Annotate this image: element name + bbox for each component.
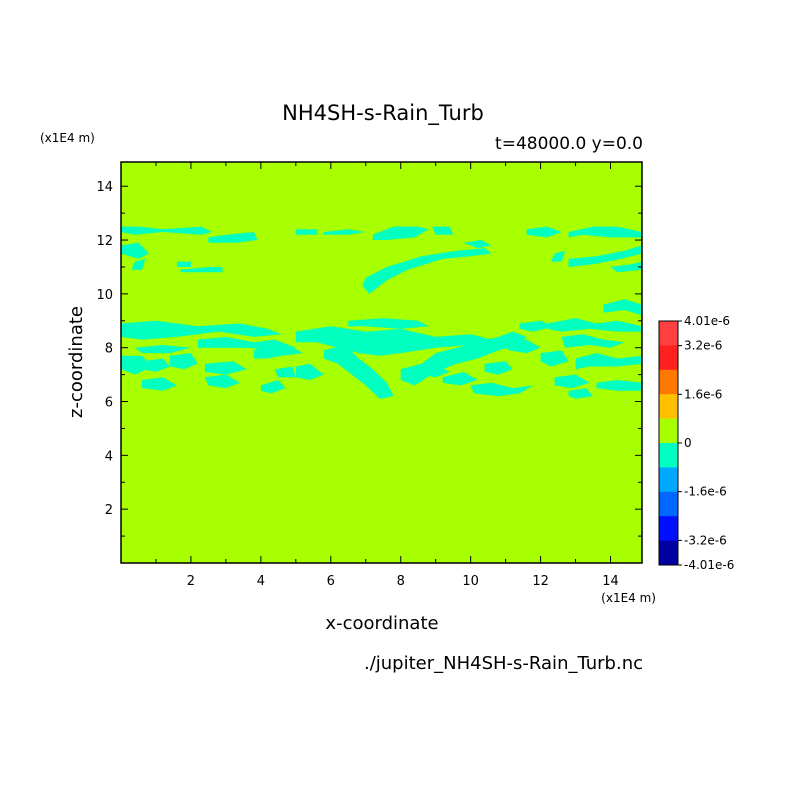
chart-title: NH4SH-s-Rain_Turb (282, 101, 484, 126)
negative-region-14 (551, 250, 566, 262)
axis-ticks: 2 4 6 8 10 12 14 2 4 6 8 10 12 14 (96, 162, 642, 589)
negative-region-43 (540, 350, 569, 367)
colorbar-label-2: 1.6e-6 (684, 387, 722, 401)
x-tick-label-6: 6 (327, 574, 335, 589)
negative-region-22 (142, 377, 177, 391)
negative-region-28 (260, 380, 286, 394)
negative-region-38 (505, 339, 541, 354)
negative-region-11 (463, 240, 492, 249)
y-axis-title: z-coordinate (66, 306, 87, 418)
negative-region-42 (561, 334, 625, 348)
negative-region-30 (323, 345, 394, 399)
y-tick-label-14: 14 (96, 180, 113, 195)
negative-region-19 (121, 355, 153, 375)
negative-region-32 (348, 318, 429, 329)
y-tick-label-8: 8 (105, 342, 113, 357)
colorbar-label-0: 4.01e-6 (684, 314, 730, 328)
x-tick-label-8: 8 (397, 574, 405, 589)
x-axis-title: x-coordinate (325, 613, 438, 634)
negative-region-10 (362, 248, 492, 294)
negative-region-20 (142, 358, 170, 372)
colorbar-label-5: -3.2e-6 (684, 533, 727, 547)
negative-region-47 (568, 388, 593, 399)
negative-region-44 (575, 353, 642, 370)
negative-region-0 (121, 226, 212, 235)
colorbar-label-3: 0 (684, 436, 692, 450)
negative-region-45 (554, 374, 590, 389)
negative-region-37 (470, 382, 534, 397)
negative-region-31 (295, 363, 324, 380)
colorbar-swatch-0 (659, 321, 678, 346)
y-tick-label-12: 12 (96, 234, 113, 249)
x-tick-label-12: 12 (532, 574, 549, 589)
colorbar-swatch-3 (659, 394, 678, 420)
negative-region-8 (372, 226, 429, 240)
negative-region-16 (610, 261, 642, 273)
negative-region-4 (176, 261, 191, 267)
negative-region-12 (526, 226, 562, 238)
y-tick-label-10: 10 (96, 288, 113, 303)
negative-region-13 (568, 226, 642, 238)
negative-region-6 (295, 229, 317, 235)
negative-region-21 (170, 353, 198, 370)
negative-region-34 (421, 363, 450, 378)
negative-region-39 (519, 320, 555, 332)
negative-region-15 (568, 245, 642, 267)
colorbar-swatch-1 (659, 345, 678, 371)
colorbar-swatch-6 (659, 467, 678, 493)
negative-region-26 (197, 336, 296, 351)
colorbar-label-1: 3.2e-6 (684, 339, 722, 353)
negative-region-41 (603, 299, 642, 316)
negative-region-9 (432, 226, 454, 235)
source-file-label: ./jupiter_NH4SH-s-Rain_Turb.nc (364, 653, 643, 674)
colorbar-label-4: -1.6e-6 (684, 485, 727, 499)
negative-region-24 (204, 374, 240, 389)
x-unit-label: (x1E4 m) (601, 591, 656, 605)
colorbar-swatch-8 (659, 516, 678, 542)
colorbar-label-6: -4.01e-6 (684, 558, 734, 572)
negative-region-1 (208, 232, 258, 243)
colorbar-swatch-7 (659, 491, 678, 517)
x-tick-label-4: 4 (257, 574, 265, 589)
plot-area: 2 4 6 8 10 12 14 2 4 6 8 10 12 14 (96, 161, 643, 589)
negative-region-27 (274, 366, 296, 378)
negative-region-7 (323, 229, 366, 235)
negative-region-18 (135, 345, 191, 354)
y-tick-label-4: 4 (105, 449, 113, 464)
negative-region-40 (547, 318, 642, 332)
colorbar-swatch-4 (659, 418, 678, 444)
colorbar-swatch-2 (659, 369, 678, 395)
negative-region-2 (121, 242, 149, 259)
negative-region-46 (596, 380, 642, 391)
negative-regions (121, 226, 642, 399)
x-tick-label-2: 2 (187, 574, 195, 589)
chart-subtitle: t=48000.0 y=0.0 (495, 134, 643, 154)
x-tick-label-10: 10 (462, 574, 479, 589)
negative-region-17 (121, 320, 282, 340)
negative-region-35 (442, 371, 478, 386)
negative-region-23 (204, 361, 247, 375)
colorbar: 4.01e-6 3.2e-6 1.6e-6 0 -1.6e-6 -3.2e-6 -4.01e… (658, 314, 734, 572)
plot-frame (120, 161, 643, 564)
colorbar-swatch-5 (659, 443, 678, 468)
x-tick-label-14: 14 (602, 574, 619, 589)
y-tick-label-6: 6 (105, 396, 113, 411)
y-tick-label-2: 2 (105, 503, 113, 518)
negative-region-36 (484, 361, 513, 375)
negative-region-3 (131, 258, 146, 270)
negative-region-5 (180, 267, 223, 273)
y-unit-label: (x1E4 m) (40, 131, 95, 145)
colorbar-swatch-9 (659, 540, 678, 566)
